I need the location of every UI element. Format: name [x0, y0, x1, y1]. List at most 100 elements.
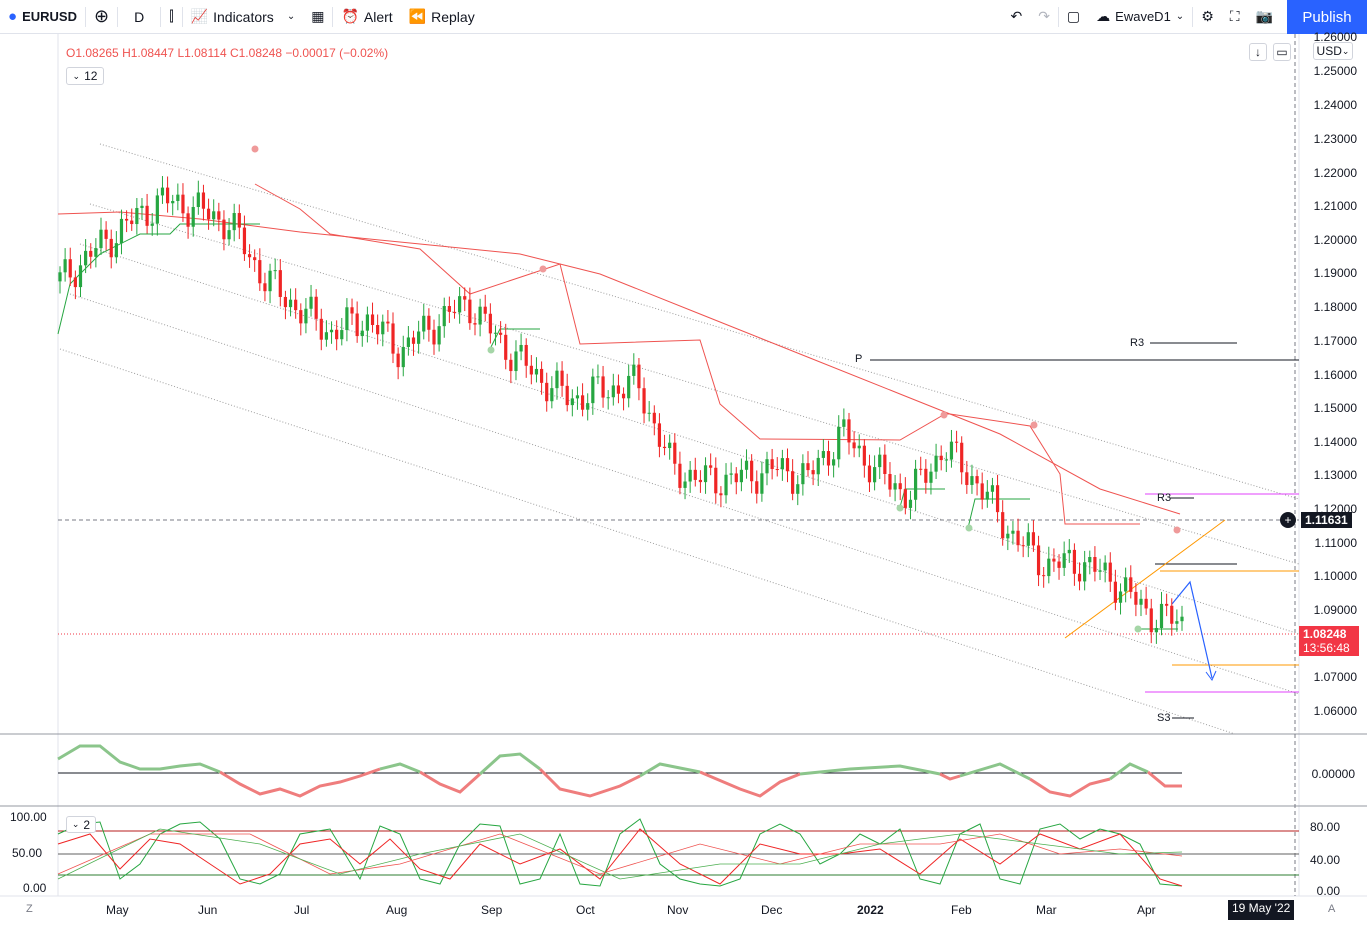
add-alert-icon[interactable]: +	[1280, 512, 1296, 528]
candle-body	[755, 481, 759, 494]
candle-body	[304, 308, 308, 324]
chart-canvas[interactable]	[0, 34, 1367, 926]
undo-icon: ↶	[1010, 8, 1023, 24]
candle-body	[458, 296, 462, 313]
oscillator-line	[57, 744, 221, 774]
candle-body	[329, 329, 334, 333]
maximize-pane-button[interactable]: ▭	[1273, 43, 1291, 61]
candle-body	[719, 493, 723, 496]
chevron-down-icon: ⌄	[72, 70, 81, 81]
candle-body	[545, 382, 549, 402]
candle-body	[688, 469, 692, 482]
time-label: Mar	[1036, 903, 1057, 917]
candle-body	[355, 313, 359, 337]
indicators-collapse-button[interactable]: ⌄ 12	[66, 67, 104, 85]
symbol-search[interactable]: ● EURUSD	[0, 0, 85, 34]
candle-body	[944, 459, 948, 461]
top-toolbar: ● EURUSD ⊕ D ⫿ 📈 Indicators ⌄ ▦ ⏰ Alert …	[0, 0, 1367, 34]
candle-body	[340, 330, 344, 340]
osc-label: 80.00	[1309, 820, 1340, 834]
auto-scale-button[interactable]: A	[1328, 903, 1336, 915]
candle-body	[657, 423, 662, 447]
indicators-button[interactable]: 📈 Indicators ⌄	[183, 0, 304, 34]
undo-button[interactable]: ↶	[1002, 0, 1030, 34]
alert-button[interactable]: ⏰ Alert	[333, 0, 400, 34]
channel-lines	[59, 143, 1300, 735]
price-label: 1.26000	[1313, 30, 1357, 44]
candle-body	[468, 299, 472, 324]
scroll-down-button[interactable]: ↓	[1249, 43, 1267, 61]
candle-body	[811, 470, 815, 475]
candle-body	[913, 468, 918, 500]
chevron-down-icon: ⌄	[1341, 45, 1350, 56]
osc-left-label: 50.00	[12, 846, 43, 860]
fullscreen-layout-button[interactable]: ▢	[1059, 0, 1088, 34]
stochastic-line	[57, 818, 1183, 887]
fullscreen-button[interactable]: ⛶	[1222, 0, 1248, 34]
ohlc-legend: O1.08265 H1.08447 L1.08114 C1.08248 −0.0…	[66, 46, 388, 60]
candle-body	[954, 441, 959, 443]
candle-body	[1170, 605, 1174, 624]
candle-body	[247, 254, 252, 258]
candle-body	[89, 250, 93, 257]
candle-body	[1077, 573, 1082, 582]
replay-label: Replay	[431, 8, 475, 25]
candle-body	[832, 459, 836, 466]
candle-body	[181, 194, 185, 214]
candle-body	[524, 344, 528, 366]
candle-body	[1006, 533, 1010, 539]
symbol-label: EURUSD	[22, 9, 77, 24]
candle-body	[873, 467, 877, 483]
candle-body	[432, 329, 436, 345]
candle-body	[125, 218, 129, 221]
osc-zero-label: 0.00000	[1311, 767, 1355, 781]
candle-body	[447, 306, 451, 312]
candle-body	[821, 451, 825, 458]
candle-body	[165, 187, 170, 204]
publish-button[interactable]: Publish	[1287, 0, 1367, 34]
price-label: 1.23000	[1313, 132, 1357, 146]
price-label: 1.20000	[1313, 233, 1357, 247]
price-label: 1.25000	[1313, 64, 1357, 78]
candle-body	[406, 337, 410, 347]
candle-body	[750, 460, 754, 482]
time-label: Feb	[951, 903, 972, 917]
price-label: 1.14000	[1313, 435, 1357, 449]
currency-label: USD	[1316, 44, 1342, 58]
snapshot-button[interactable]: 📷	[1248, 0, 1281, 34]
candle-body	[960, 442, 964, 473]
candle-body	[1001, 512, 1005, 539]
candle-body	[386, 321, 390, 324]
candle-body	[278, 270, 282, 297]
settings-button[interactable]: ⚙	[1193, 0, 1222, 34]
osc-collapse-button[interactable]: ⌄ 2	[66, 816, 96, 833]
candle-body	[842, 419, 846, 427]
candle-body	[995, 485, 1000, 513]
candle-body	[878, 454, 882, 468]
templates-button[interactable]: ▦	[303, 0, 332, 34]
replay-button[interactable]: ⏪ Replay	[401, 0, 483, 34]
candle-body	[422, 315, 426, 332]
candle-body	[222, 219, 226, 240]
candle-body	[504, 334, 508, 360]
price-label: 1.19000	[1313, 266, 1357, 280]
candle-body	[893, 483, 897, 490]
currency-selector[interactable]: USD ⌄	[1313, 42, 1353, 60]
candle-body	[662, 446, 667, 449]
candle-body	[109, 238, 113, 258]
rewind-icon: ⏪	[408, 8, 427, 24]
candle-body	[924, 468, 928, 483]
time-label: Dec	[761, 903, 783, 917]
candle-body	[888, 474, 892, 490]
chart-type-button[interactable]: ⫿	[161, 0, 181, 34]
zoom-button[interactable]: Z	[26, 903, 33, 915]
redo-button[interactable]: ↷	[1030, 0, 1058, 34]
compare-button[interactable]: ⊕	[86, 0, 117, 34]
layout-button[interactable]: ☁ EwaveD1 ⌄	[1088, 0, 1192, 34]
candle-body	[263, 283, 267, 292]
candle-body	[94, 248, 98, 257]
candle-body	[1036, 545, 1041, 576]
interval-button[interactable]: D	[118, 0, 160, 34]
candle-body	[396, 353, 400, 368]
candle-body	[1144, 598, 1148, 609]
